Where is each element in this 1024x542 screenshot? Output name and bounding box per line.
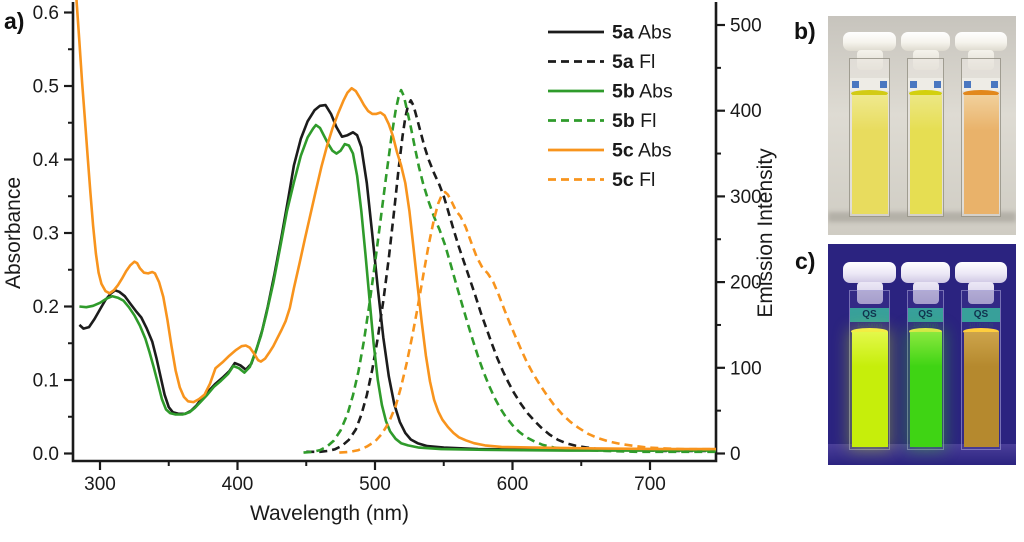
spectra-chart: 300 400 500 600 700 0.0 0.1 0.2 0.3 0.4 0.5 0.6 0 100…: [2, 0, 777, 525]
cuvette-sticker: [908, 78, 943, 91]
x-tick-label: 400: [222, 474, 254, 495]
x-tick-label: 500: [359, 474, 391, 495]
legend-item-5a-fl: 5a Fl: [548, 51, 655, 73]
cuvette-cap: [955, 262, 1007, 283]
cuvette-liquid: [909, 95, 942, 214]
panel-c-label: c): [795, 248, 816, 274]
plot-area: [75, 0, 716, 454]
series-5c-abs: [75, 0, 716, 451]
series-5b-fl: [303, 88, 716, 454]
spectra-panel-a: 300 400 500 600 700 0.0 0.1 0.2 0.3 0.4 0.5 0.6 0 100…: [2, 0, 777, 525]
series-5c-fl: [339, 190, 716, 454]
panel-b-label: b): [794, 18, 816, 44]
legend-label: 5c Fl: [612, 169, 655, 191]
cuvette-liquid: [963, 95, 999, 214]
cuvette-cap: [843, 32, 896, 51]
cuvette-cap: [901, 32, 950, 51]
cuvette-3: QS 10.00mm: [953, 244, 1009, 465]
y-right-tick-label: 0: [730, 444, 741, 465]
legend-item-5b-fl: 5b Fl: [548, 110, 656, 132]
y-right-tick-label: 200: [730, 273, 762, 294]
y-right-axis-title: Emission Intensity: [754, 148, 777, 318]
x-tick-label: 700: [634, 474, 666, 495]
y-right-tick-label: 300: [730, 187, 762, 208]
liquid-meniscus: [909, 328, 942, 335]
cuvette-1: QS 10.00mm: [841, 244, 898, 465]
cuvette-sublabel: 10.00mm: [968, 323, 994, 329]
cuvette-liquid: [851, 95, 888, 214]
y-left-axis-title: Absorbance: [2, 177, 25, 289]
x-tick-label: 300: [84, 474, 116, 495]
series-5a-fl: [306, 99, 716, 454]
y-left-tick-label: 0.5: [33, 77, 59, 98]
cuvette-cap: [901, 262, 950, 283]
y-left-tick-label: 0.4: [33, 150, 60, 171]
legend-item-5c-abs: 5c Abs: [548, 140, 672, 162]
y-left-tick-label: 0.0: [33, 444, 59, 465]
liquid-meniscus: [963, 328, 999, 335]
y-left-tick-label: 0.3: [33, 224, 59, 245]
cuvette-sublabel: 10.00mm: [856, 323, 882, 329]
axis-spines: [71, 2, 718, 463]
liquid-meniscus: [963, 90, 999, 97]
legend-item-5a-abs: 5a Abs: [548, 22, 672, 44]
y-right-tick-label: 400: [730, 101, 762, 122]
x-tick-label: 600: [497, 474, 529, 495]
cuvette-label-band: QS: [850, 308, 889, 322]
cuvette-sticker: [850, 78, 889, 91]
series-5b-abs: [79, 123, 716, 452]
liquid-meniscus: [851, 90, 888, 97]
liquid-meniscus: [851, 328, 888, 335]
cuvette-liquid: [851, 332, 888, 447]
y-left-tick-label: 0.1: [33, 371, 59, 392]
y-left-tick-label: 0.6: [33, 3, 59, 24]
cuvette-cap: [843, 262, 896, 283]
y-left-tick-label: 0.2: [33, 297, 59, 318]
cuvette-2: QS 10.00mm: [899, 244, 952, 465]
cuvette-cap-plug: [912, 282, 939, 304]
panel-a-label: a): [4, 8, 25, 34]
cuvette-label-band: QS: [908, 308, 943, 322]
cuvette-3: [953, 16, 1009, 235]
legend-label: 5c Abs: [612, 140, 672, 162]
cuvette-liquid: [909, 332, 942, 447]
cuvette-cap-plug: [968, 282, 994, 304]
cuvette-cap-plug: [856, 282, 883, 304]
cuvette-liquid: [963, 332, 999, 447]
x-axis-title: Wavelength (nm): [250, 502, 409, 525]
y-right-tick-label: 100: [730, 358, 762, 379]
legend-label: 5a Fl: [612, 51, 655, 73]
legend-label: 5a Abs: [612, 22, 672, 44]
cuvette-1: [841, 16, 898, 235]
legend-label: 5b Abs: [612, 81, 673, 103]
bench-shadow: [828, 212, 1016, 222]
cuvette-sticker: [962, 78, 1000, 91]
cuvette-label-band: QS: [962, 308, 1000, 322]
cuvette-sublabel: 10.00mm: [912, 323, 938, 329]
legend-label: 5b Fl: [612, 110, 656, 132]
cuvette-cap: [955, 32, 1007, 51]
liquid-meniscus: [909, 90, 942, 97]
photo-cuvettes-daylight: [828, 16, 1016, 235]
y-right-tick-label: 500: [730, 16, 762, 37]
cuvette-2: [899, 16, 952, 235]
photo-cuvettes-uv: QS 10.00mm QS 10.00mm QS 10.00mm: [828, 244, 1016, 465]
legend-item-5b-abs: 5b Abs: [548, 81, 673, 103]
legend-item-5c-fl: 5c Fl: [548, 169, 655, 191]
